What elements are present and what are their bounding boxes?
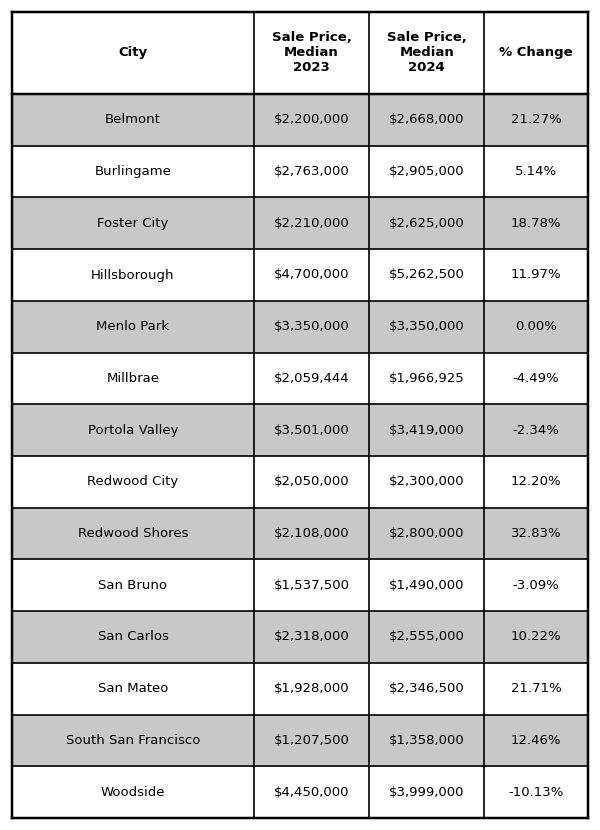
Text: 10.22%: 10.22% <box>511 631 562 643</box>
Text: $2,050,000: $2,050,000 <box>274 476 349 488</box>
Text: Sale Price,
Median
2023: Sale Price, Median 2023 <box>272 32 352 75</box>
Text: Hillsborough: Hillsborough <box>91 268 175 281</box>
Text: Portola Valley: Portola Valley <box>88 423 178 437</box>
Text: $3,501,000: $3,501,000 <box>274 423 349 437</box>
Text: 21.27%: 21.27% <box>511 114 562 126</box>
Bar <box>12 12 588 94</box>
Text: $2,059,444: $2,059,444 <box>274 372 349 385</box>
Text: San Carlos: San Carlos <box>98 631 169 643</box>
Text: Belmont: Belmont <box>105 114 161 126</box>
Text: $4,700,000: $4,700,000 <box>274 268 349 281</box>
Text: Sale Price,
Median
2024: Sale Price, Median 2024 <box>387 32 467 75</box>
Bar <box>12 146 588 198</box>
Text: $2,555,000: $2,555,000 <box>389 631 464 643</box>
Text: $2,300,000: $2,300,000 <box>389 476 464 488</box>
Text: -3.09%: -3.09% <box>513 579 560 592</box>
Text: -4.49%: -4.49% <box>513 372 559 385</box>
Text: $1,966,925: $1,966,925 <box>389 372 464 385</box>
Text: San Bruno: San Bruno <box>98 579 167 592</box>
Bar <box>12 715 588 766</box>
Text: Menlo Park: Menlo Park <box>97 320 169 333</box>
Text: % Change: % Change <box>499 46 573 60</box>
Bar <box>12 456 588 508</box>
Text: Redwood City: Redwood City <box>88 476 179 488</box>
Text: $2,625,000: $2,625,000 <box>389 217 464 230</box>
Text: 32.83%: 32.83% <box>511 527 562 540</box>
Text: South San Francisco: South San Francisco <box>66 734 200 747</box>
Bar <box>12 249 588 300</box>
Bar <box>12 198 588 249</box>
Text: 21.71%: 21.71% <box>511 682 562 696</box>
Text: $3,999,000: $3,999,000 <box>389 786 464 798</box>
Bar <box>12 300 588 353</box>
Text: $2,200,000: $2,200,000 <box>274 114 349 126</box>
Text: San Mateo: San Mateo <box>98 682 168 696</box>
Text: $3,419,000: $3,419,000 <box>389 423 464 437</box>
Bar <box>12 766 588 818</box>
Text: -10.13%: -10.13% <box>508 786 564 798</box>
Text: $2,668,000: $2,668,000 <box>389 114 464 126</box>
Bar <box>12 404 588 456</box>
Text: $1,537,500: $1,537,500 <box>274 579 350 592</box>
Bar <box>12 94 588 146</box>
Text: 12.46%: 12.46% <box>511 734 562 747</box>
Text: Foster City: Foster City <box>97 217 169 230</box>
Text: $2,210,000: $2,210,000 <box>274 217 349 230</box>
Text: 5.14%: 5.14% <box>515 165 557 178</box>
Bar <box>12 663 588 715</box>
Bar <box>12 353 588 404</box>
Text: Millbrae: Millbrae <box>106 372 160 385</box>
Text: $5,262,500: $5,262,500 <box>389 268 464 281</box>
Text: $2,318,000: $2,318,000 <box>274 631 349 643</box>
Text: $2,905,000: $2,905,000 <box>389 165 464 178</box>
Text: City: City <box>118 46 148 60</box>
Text: $2,346,500: $2,346,500 <box>389 682 464 696</box>
Text: $1,358,000: $1,358,000 <box>389 734 464 747</box>
Text: $1,490,000: $1,490,000 <box>389 579 464 592</box>
Text: $4,450,000: $4,450,000 <box>274 786 349 798</box>
Bar <box>12 559 588 611</box>
Text: -2.34%: -2.34% <box>513 423 560 437</box>
Text: Woodside: Woodside <box>101 786 165 798</box>
Text: 18.78%: 18.78% <box>511 217 562 230</box>
Text: $3,350,000: $3,350,000 <box>389 320 464 333</box>
Text: 0.00%: 0.00% <box>515 320 557 333</box>
Text: $2,800,000: $2,800,000 <box>389 527 464 540</box>
Text: $1,207,500: $1,207,500 <box>274 734 349 747</box>
Text: Burlingame: Burlingame <box>95 165 172 178</box>
Text: $3,350,000: $3,350,000 <box>274 320 349 333</box>
Text: $2,763,000: $2,763,000 <box>274 165 349 178</box>
Text: Redwood Shores: Redwood Shores <box>78 527 188 540</box>
Bar <box>12 611 588 663</box>
Text: $1,928,000: $1,928,000 <box>274 682 349 696</box>
Text: 12.20%: 12.20% <box>511 476 562 488</box>
Text: $2,108,000: $2,108,000 <box>274 527 349 540</box>
Bar <box>12 508 588 559</box>
Text: 11.97%: 11.97% <box>511 268 562 281</box>
